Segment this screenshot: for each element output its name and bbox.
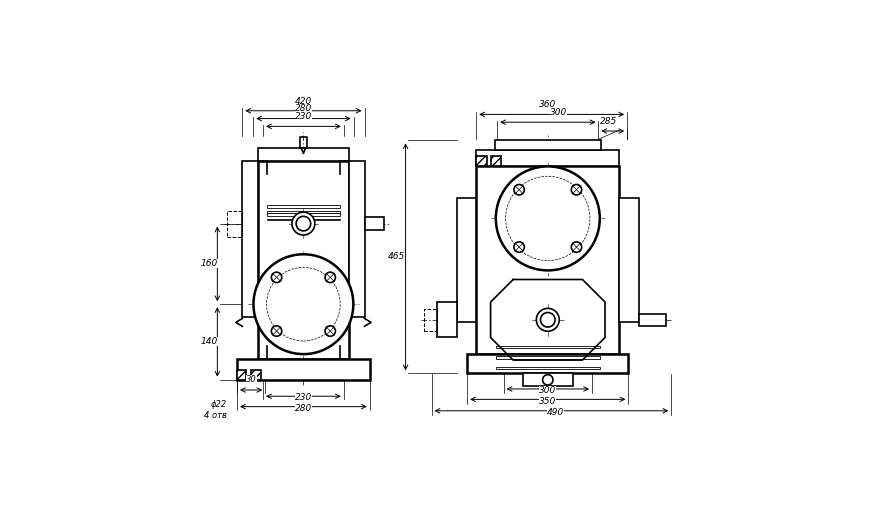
Bar: [639, 314, 666, 326]
Text: 420: 420: [295, 97, 312, 106]
Bar: [457, 198, 476, 322]
Bar: [476, 150, 619, 166]
Bar: [494, 140, 601, 150]
Bar: [619, 198, 639, 322]
Text: 140: 140: [201, 337, 218, 346]
Circle shape: [506, 176, 590, 261]
Bar: [476, 166, 619, 354]
Circle shape: [296, 216, 310, 231]
Circle shape: [292, 212, 315, 235]
Bar: [267, 205, 340, 208]
Bar: [523, 373, 573, 386]
Text: 465: 465: [387, 252, 405, 262]
Bar: [467, 354, 629, 373]
Circle shape: [325, 272, 336, 282]
Bar: [267, 211, 340, 213]
Text: 300: 300: [549, 108, 567, 117]
Circle shape: [536, 308, 559, 331]
Text: 490: 490: [547, 408, 564, 417]
Bar: [496, 356, 600, 359]
Circle shape: [295, 296, 311, 313]
Text: 230: 230: [295, 394, 312, 402]
Circle shape: [277, 278, 330, 330]
Circle shape: [289, 290, 318, 319]
Bar: [476, 156, 487, 166]
Text: 360: 360: [539, 100, 556, 109]
Bar: [349, 161, 364, 317]
Text: ϕ22
4 отв: ϕ22 4 отв: [204, 400, 227, 420]
Bar: [267, 218, 340, 220]
Text: 280: 280: [295, 105, 312, 113]
Circle shape: [496, 166, 600, 270]
Circle shape: [271, 326, 282, 336]
Text: 230: 230: [295, 112, 312, 121]
Text: 350: 350: [539, 397, 556, 406]
Circle shape: [541, 313, 555, 327]
Circle shape: [515, 186, 580, 251]
Circle shape: [542, 374, 553, 385]
Bar: [491, 156, 501, 166]
Bar: [437, 302, 457, 337]
Bar: [364, 217, 385, 230]
Bar: [258, 148, 349, 161]
Bar: [237, 359, 370, 380]
Circle shape: [571, 185, 582, 195]
Circle shape: [514, 185, 524, 195]
Text: 30: 30: [246, 375, 256, 384]
Circle shape: [571, 242, 582, 252]
Circle shape: [525, 196, 570, 241]
Text: 300: 300: [539, 386, 556, 395]
Circle shape: [514, 242, 524, 252]
Circle shape: [267, 267, 340, 341]
Bar: [258, 161, 349, 359]
Bar: [251, 370, 261, 380]
Circle shape: [325, 326, 336, 336]
Bar: [496, 367, 600, 369]
Bar: [237, 370, 247, 380]
Bar: [242, 161, 258, 317]
Text: 160: 160: [201, 259, 218, 268]
Text: 285: 285: [600, 117, 617, 126]
Bar: [496, 346, 600, 348]
Circle shape: [254, 254, 353, 354]
Bar: [267, 213, 340, 216]
Text: 280: 280: [295, 404, 312, 413]
Circle shape: [271, 272, 282, 282]
